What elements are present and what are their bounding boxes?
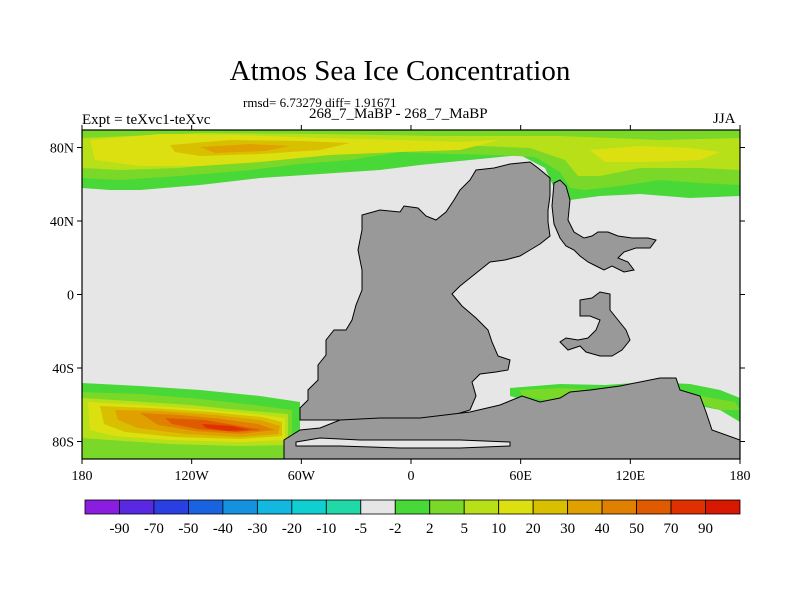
colorbar-label: -2	[389, 521, 402, 537]
case-label: 268_7_MaBP - 268_7_MaBP	[309, 106, 488, 122]
colorbar-swatch	[84, 499, 120, 515]
island-landmass	[559, 291, 631, 357]
lat-tick-label: 80S	[52, 436, 74, 451]
lat-tick-label: 40N	[50, 215, 74, 230]
colorbar: -90 -70 -50 -40 -30 -20 -10 -5 -2 2 5 10 20 30 40 50 70 9…	[84, 499, 741, 537]
eastern-landmass	[551, 179, 657, 273]
colorbar-label: 50	[629, 521, 644, 537]
pangaea-west-landmass	[299, 161, 551, 431]
colorbar-label: 10	[491, 521, 506, 537]
colorbar-swatch	[153, 499, 189, 515]
colorbar-label: 70	[664, 521, 679, 537]
colorbar-label: -10	[316, 521, 336, 537]
colorbar-label: -90	[109, 521, 129, 537]
colorbar-label: 90	[698, 521, 713, 537]
longitude-axis: 180 120W 60W 0 60E 120E 180	[72, 125, 751, 484]
antarctic-inlet	[295, 437, 511, 449]
lon-tick-label: 180	[72, 469, 93, 484]
colorbar-swatch	[325, 499, 362, 515]
colorbar-label: 30	[560, 521, 575, 537]
antarctic-ice-field-west	[82, 383, 368, 459]
colorbar-swatch	[188, 499, 224, 515]
colorbar-label: -70	[144, 521, 164, 537]
colorbar-swatch	[636, 499, 672, 515]
map-panel	[82, 130, 740, 459]
colorbar-label: -40	[213, 521, 233, 537]
map-title: Atmos Sea Ice Concentration	[229, 55, 571, 87]
colorbar-swatch	[705, 499, 741, 515]
rmsd-diff-stats: rmsd= 6.73279 diff= 1.91671	[243, 95, 397, 110]
lon-tick-label: 120E	[616, 469, 646, 484]
colorbar-label: -5	[355, 521, 368, 537]
colorbar-swatch	[119, 499, 155, 515]
lon-tick-label: 60W	[288, 469, 316, 484]
season-label: JJA	[713, 111, 736, 127]
land-masses	[283, 161, 740, 459]
lat-tick-label: 40S	[52, 362, 74, 377]
colorbar-label: 2	[426, 521, 434, 537]
colorbar-label: -20	[282, 521, 302, 537]
lon-tick-label: 0	[408, 469, 415, 484]
colorbar-swatch	[670, 499, 706, 515]
experiment-label: Expt = teXvc1-teXvc	[82, 112, 211, 128]
colorbar-swatch	[394, 499, 431, 515]
colorbar-swatch	[463, 499, 500, 515]
colorbar-label: 40	[595, 521, 610, 537]
lon-tick-label: 60E	[509, 469, 532, 484]
colorbar-label: -30	[247, 521, 267, 537]
lat-tick-label: 80N	[50, 142, 74, 157]
lon-tick-label: 180	[730, 469, 751, 484]
colorbar-swatch	[498, 499, 534, 515]
antarctic-landmass	[283, 377, 740, 459]
lon-tick-label: 120W	[175, 469, 210, 484]
colorbar-swatch	[601, 499, 637, 515]
lat-tick-label: 0	[67, 289, 74, 304]
colorbar-swatch	[429, 499, 465, 515]
colorbar-swatch	[360, 499, 396, 515]
colorbar-label: 20	[526, 521, 541, 537]
colorbar-swatch	[256, 499, 293, 515]
colorbar-swatch	[291, 499, 327, 515]
colorbar-swatch	[532, 499, 569, 515]
arctic-ice-field	[82, 130, 740, 200]
colorbar-label: 5	[460, 521, 468, 537]
latitude-axis: 80N 40N 0 40S 80S	[50, 142, 745, 451]
colorbar-swatch	[222, 499, 258, 515]
colorbar-label: -50	[178, 521, 198, 537]
colorbar-swatch	[567, 499, 603, 515]
